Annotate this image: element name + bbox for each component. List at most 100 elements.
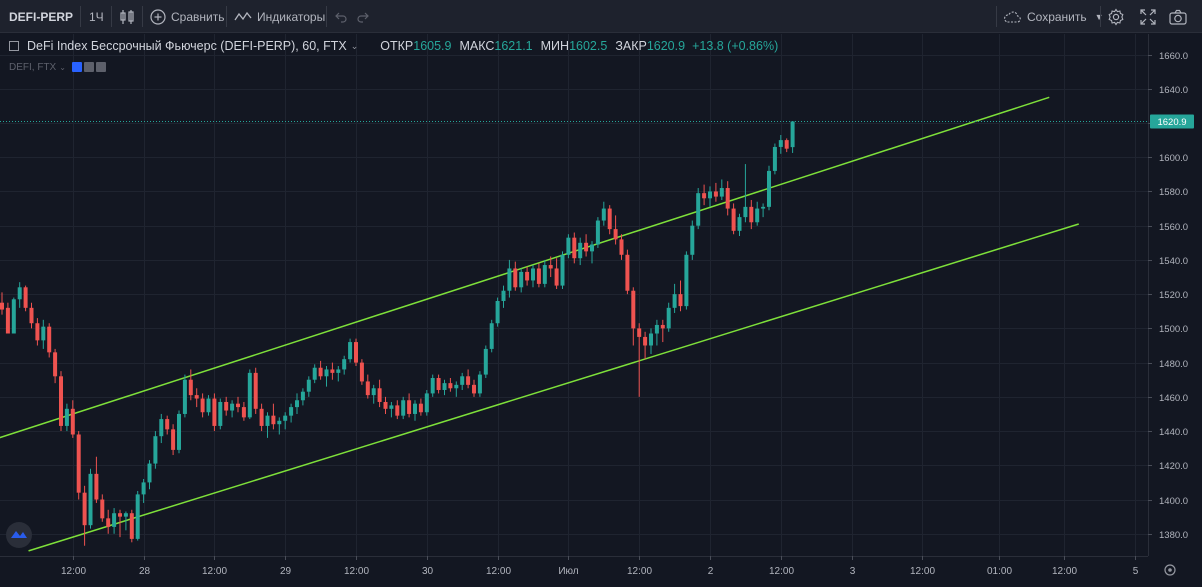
toolbar-divider xyxy=(226,6,227,27)
candle-body xyxy=(536,268,541,284)
chevron-down-icon[interactable]: ⌄ xyxy=(59,62,66,72)
candle-body xyxy=(725,188,730,209)
high-label: МАКС xyxy=(459,39,495,53)
candle-body xyxy=(660,324,665,329)
candle-body xyxy=(778,140,783,147)
chevron-down-icon[interactable]: ⌄ xyxy=(350,40,359,51)
time-tick-label: 12:00 xyxy=(344,566,369,577)
time-tick-label: 12:00 xyxy=(61,566,86,577)
candle-body xyxy=(495,300,500,324)
fullscreen-icon xyxy=(1140,8,1156,25)
waves-icon xyxy=(11,531,27,538)
price-tick-label: 1460.0 xyxy=(1159,393,1188,404)
snapshot-button[interactable] xyxy=(1169,0,1187,33)
candle-body xyxy=(200,398,205,413)
candle-body xyxy=(525,271,530,281)
time-tick-label: 01:00 xyxy=(987,566,1012,577)
candle-body xyxy=(259,408,264,426)
gear-icon xyxy=(1108,8,1124,25)
time-tick-label: 12:00 xyxy=(486,566,511,577)
candle-body xyxy=(755,208,760,223)
close-icon[interactable] xyxy=(95,62,106,72)
price-tick-label: 1440.0 xyxy=(1159,427,1188,438)
price-chart[interactable]: 1380.0 1400.0 1420.0 1440.0 1460.0 1480.0 1500… xyxy=(0,34,1202,587)
low-value: 1602.5 xyxy=(569,39,608,53)
channel-line-lower xyxy=(28,223,1079,552)
candle-body xyxy=(424,393,429,413)
plus-circle-icon xyxy=(150,8,166,25)
candle-body xyxy=(112,513,117,527)
candle-body xyxy=(348,342,353,360)
open-label: ОТКР xyxy=(380,39,414,53)
candle-body xyxy=(519,271,524,288)
candle-body xyxy=(548,265,553,269)
settings-icon[interactable] xyxy=(83,62,94,72)
candle-body xyxy=(277,420,282,425)
candle-body xyxy=(584,242,589,252)
candle-body xyxy=(649,333,653,346)
time-tick-label: 12:00 xyxy=(1052,566,1077,577)
price-tick-label: 1560.0 xyxy=(1159,222,1188,233)
settings-button[interactable] xyxy=(1107,0,1125,33)
candle-body xyxy=(271,415,276,425)
toolbar-divider xyxy=(142,6,143,27)
time-tick-label: 28 xyxy=(139,566,151,577)
candle-body xyxy=(47,326,52,353)
fullscreen-button[interactable] xyxy=(1140,0,1156,33)
candle-body xyxy=(631,290,636,329)
chevron-down-icon: ▼ xyxy=(1095,12,1104,22)
compare-button[interactable]: Сравнить xyxy=(150,0,224,33)
chart-type-button[interactable] xyxy=(118,0,136,33)
candle-body xyxy=(542,265,547,284)
time-tick-label: 30 xyxy=(422,566,434,577)
close-value: 1620.9 xyxy=(646,39,686,53)
time-tick-label: 12:00 xyxy=(627,566,652,577)
indicators-icon xyxy=(234,11,252,20)
price-tick-label: 1640.0 xyxy=(1159,85,1188,96)
series-title: DeFi Index Бессрочный Фьючерс (DEFI-PERP… xyxy=(27,39,347,53)
high-value: 1621.1 xyxy=(494,39,533,53)
indicators-button[interactable]: Индикаторы xyxy=(234,0,325,33)
eye-icon[interactable] xyxy=(71,62,82,72)
candle-body xyxy=(118,513,122,517)
candle-body xyxy=(442,383,447,390)
compare-symbol-label: DEFI, FTX xyxy=(9,61,57,73)
close-label: ЗАКР xyxy=(615,39,647,53)
candle-body xyxy=(418,403,423,413)
candle-body xyxy=(666,307,671,329)
time-tick-label: 12:00 xyxy=(202,566,227,577)
candle-body xyxy=(247,372,252,418)
toolbar-divider xyxy=(326,6,327,27)
symbol-search-button[interactable]: DEFI-PERP xyxy=(9,0,73,33)
gear-icon-center xyxy=(1168,568,1172,572)
last-price-badge xyxy=(1150,114,1194,129)
save-button[interactable]: Сохранить ▼ xyxy=(1003,0,1104,33)
candle-body xyxy=(690,225,695,255)
redo-button[interactable] xyxy=(356,0,370,33)
price-tick-label: 1580.0 xyxy=(1159,187,1188,198)
indicators-label: Индикаторы xyxy=(257,9,326,24)
candle-body xyxy=(88,473,93,526)
undo-button[interactable] xyxy=(334,0,348,33)
candle-body xyxy=(94,473,99,500)
candle-body xyxy=(188,379,193,396)
camera-icon xyxy=(1169,9,1187,25)
candle-body xyxy=(365,381,370,396)
candle-body xyxy=(413,403,417,414)
candle-body xyxy=(23,287,28,308)
candle-body xyxy=(460,376,465,385)
candle-body xyxy=(218,401,223,426)
time-tick-label: 2 xyxy=(708,566,714,577)
candle-body xyxy=(560,254,565,286)
candle-body xyxy=(436,378,441,390)
candle-body xyxy=(76,434,81,493)
time-tick-label: Июл xyxy=(558,566,578,577)
candle-body xyxy=(230,403,235,411)
candle-body xyxy=(206,398,211,413)
candle-body xyxy=(731,208,736,231)
open-value: 1605.9 xyxy=(413,39,452,53)
news-button[interactable] xyxy=(6,522,32,548)
collapse-legend-icon[interactable] xyxy=(9,41,19,51)
candle-body xyxy=(5,307,10,334)
interval-button[interactable]: 1Ч xyxy=(89,0,104,33)
